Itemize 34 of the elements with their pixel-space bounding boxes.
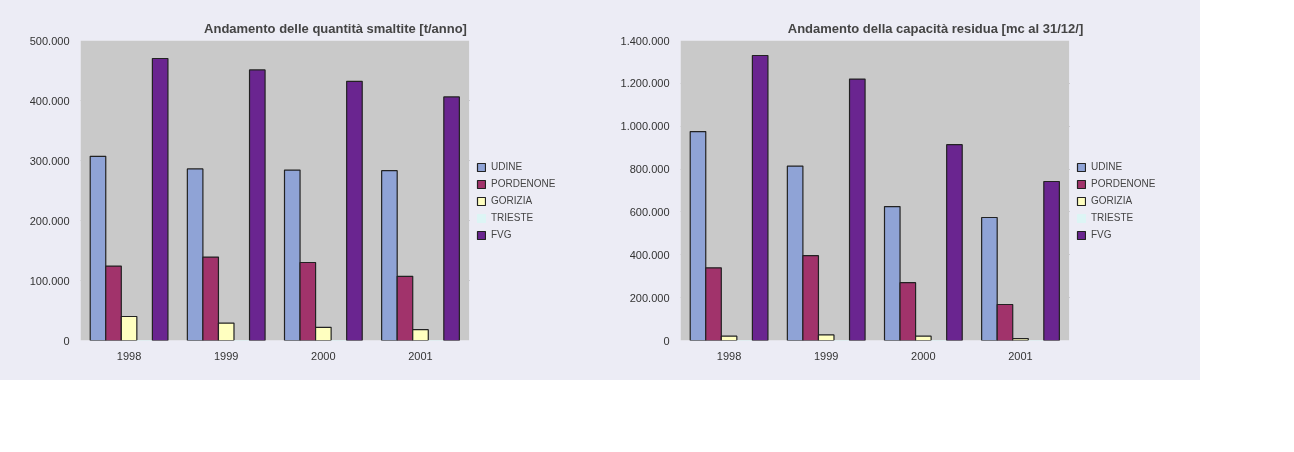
x-tick-label: 1999 xyxy=(213,349,239,362)
legend-label: UDINE xyxy=(1091,161,1123,172)
legend-label: PORDENONE xyxy=(1091,178,1156,189)
y-tick-label: 0 xyxy=(63,334,70,347)
legend-label: FVG xyxy=(1091,229,1112,240)
y-tick-label: 800.000 xyxy=(629,163,670,176)
legend-label: GORIZIA xyxy=(1091,195,1133,206)
legend-label: UDINE xyxy=(491,161,523,172)
y-tick-label: 400.000 xyxy=(29,94,70,107)
y-tick-label: 1.400.000 xyxy=(620,34,670,47)
chart-title: Andamento della capacità residua [mc al 31/12/] xyxy=(787,20,1084,36)
y-tick-label: 200.000 xyxy=(29,214,70,227)
y-tick-label: 300.000 xyxy=(29,154,70,167)
x-tick-label: 2001 xyxy=(1008,349,1033,362)
x-tick-label: 2000 xyxy=(911,349,936,362)
legend-label: TRIESTE xyxy=(491,212,534,223)
y-tick-label: 1.200.000 xyxy=(620,77,670,90)
x-tick-label: 2001 xyxy=(408,349,433,362)
legend-label: FVG xyxy=(491,229,512,240)
y-tick-label: 600.000 xyxy=(629,205,670,218)
y-tick-label: 200.000 xyxy=(629,291,670,304)
x-tick-label: 1998 xyxy=(716,349,742,362)
chart-title: Andamento delle quantità smaltite [t/anno] xyxy=(204,20,467,36)
legend-label: PORDENONE xyxy=(491,178,556,189)
legend-label: GORIZIA xyxy=(491,195,533,206)
x-tick-label: 1999 xyxy=(813,349,839,362)
y-tick-label: 100.000 xyxy=(29,274,70,287)
y-tick-label: 500.000 xyxy=(29,34,70,47)
y-tick-label: 1.000.000 xyxy=(620,120,670,133)
x-tick-label: 1998 xyxy=(116,349,142,362)
y-tick-label: 400.000 xyxy=(629,248,670,261)
legend-label: TRIESTE xyxy=(1091,212,1134,223)
y-tick-label: 0 xyxy=(663,334,670,347)
x-tick-label: 2000 xyxy=(311,349,336,362)
